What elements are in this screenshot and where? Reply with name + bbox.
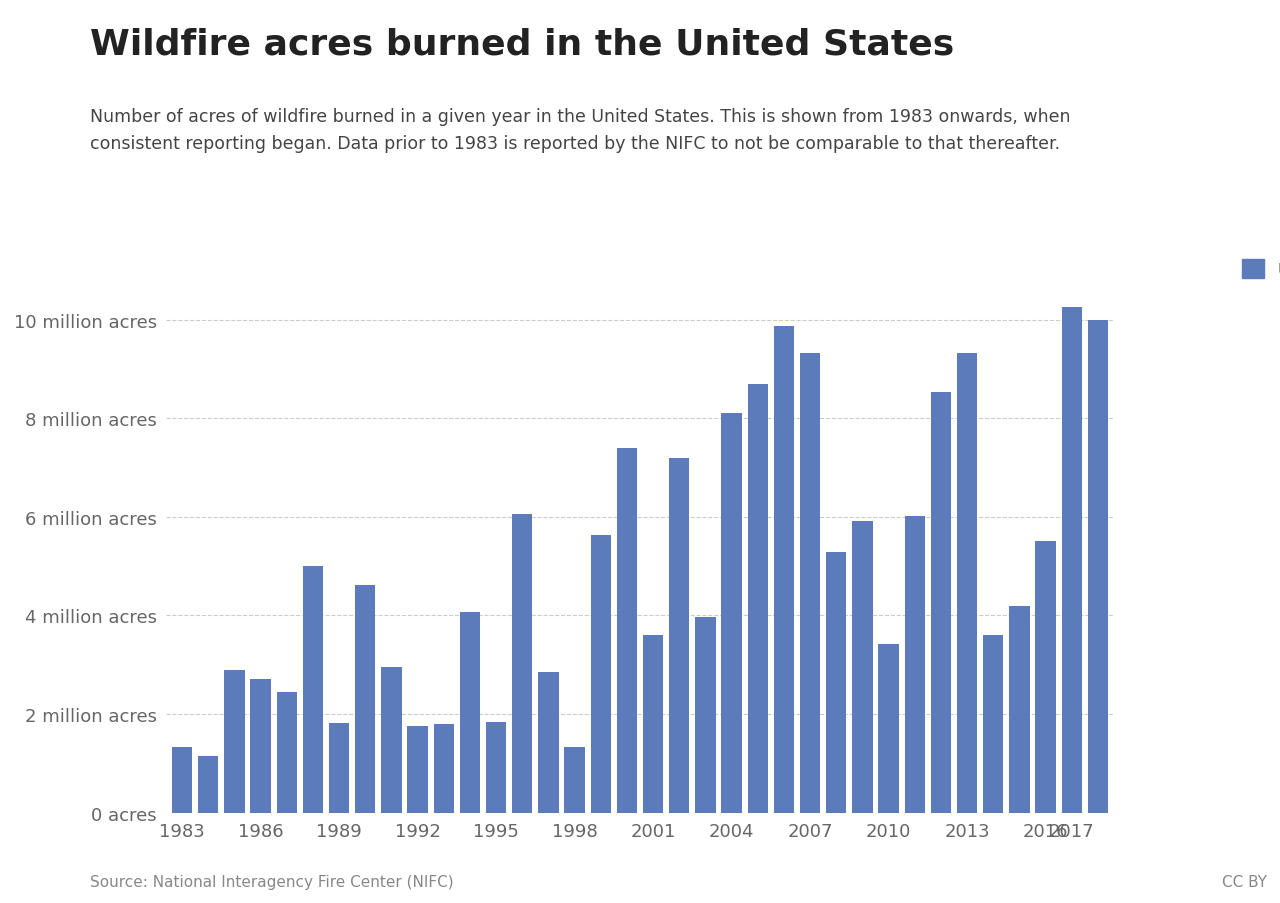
Bar — [905, 517, 925, 813]
Bar — [1009, 606, 1029, 813]
Bar — [852, 521, 873, 813]
Bar — [800, 353, 820, 813]
Bar — [486, 722, 507, 813]
Bar — [826, 552, 846, 813]
Bar — [276, 693, 297, 813]
Bar — [224, 670, 244, 813]
Bar — [564, 748, 585, 813]
Bar — [172, 748, 192, 813]
Text: Source: National Interagency Fire Center (NIFC): Source: National Interagency Fire Center… — [90, 874, 453, 889]
Bar — [957, 353, 977, 813]
Bar — [878, 644, 899, 813]
Bar — [695, 618, 716, 813]
Bar — [407, 727, 428, 813]
Bar — [251, 679, 271, 813]
Bar — [669, 459, 690, 813]
Bar — [460, 612, 480, 813]
Legend: United States: United States — [1235, 253, 1280, 286]
Bar — [590, 535, 611, 813]
Bar — [355, 585, 375, 813]
Bar — [617, 449, 637, 813]
Bar — [434, 724, 454, 813]
Bar — [329, 722, 349, 813]
Bar — [1061, 307, 1082, 813]
Text: CC BY: CC BY — [1222, 874, 1267, 889]
Bar — [983, 636, 1004, 813]
Bar — [931, 392, 951, 813]
Text: Wildfire acres burned in the United States: Wildfire acres burned in the United Stat… — [90, 27, 954, 61]
Bar — [538, 672, 558, 813]
Bar — [643, 636, 663, 813]
Bar — [198, 756, 219, 813]
Text: Number of acres of wildfire burned in a given year in the United States. This is: Number of acres of wildfire burned in a … — [90, 108, 1070, 153]
Bar — [773, 326, 794, 813]
Bar — [512, 514, 532, 813]
Bar — [303, 566, 323, 813]
Bar — [722, 414, 742, 813]
Bar — [748, 385, 768, 813]
Bar — [1036, 542, 1056, 813]
Bar — [381, 667, 402, 813]
Bar — [1088, 321, 1108, 813]
